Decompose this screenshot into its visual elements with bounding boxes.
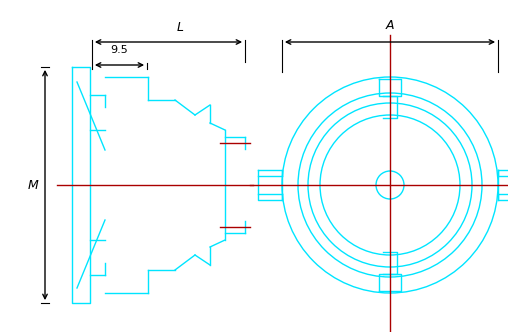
Text: L: L: [177, 21, 184, 34]
Text: M: M: [27, 179, 39, 192]
Text: A: A: [386, 19, 394, 32]
Text: 9.5: 9.5: [111, 45, 129, 55]
